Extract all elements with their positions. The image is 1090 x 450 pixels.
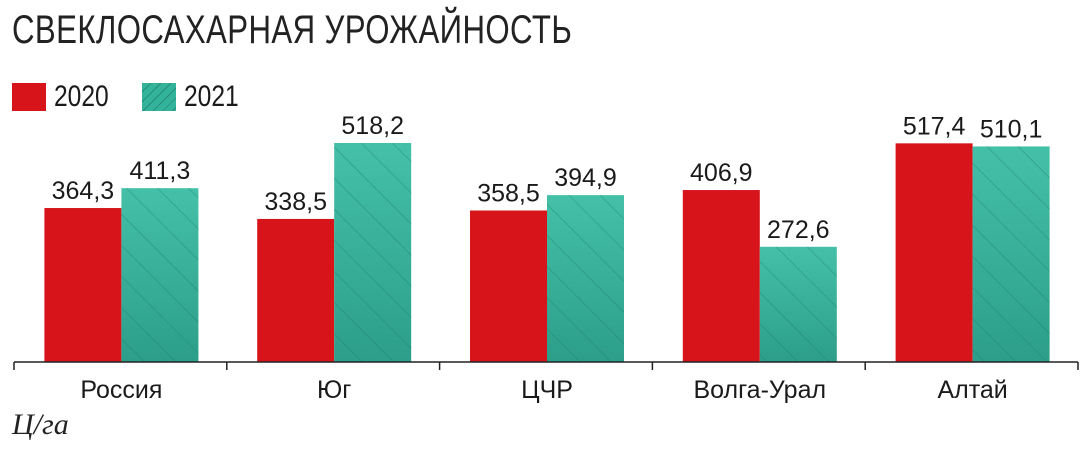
data-label-2021-1: 411,3 (130, 157, 191, 185)
data-label-2020-1: 364,3 (52, 177, 115, 205)
legend-swatch-2021 (142, 83, 176, 111)
category-label-4: Волга-Урал (694, 376, 827, 404)
data-label-2020-5: 517,4 (903, 112, 966, 140)
bar-2020-4 (682, 190, 760, 362)
category-label-5: Алтай (937, 376, 1007, 404)
data-label-2021-5: 510,1 (980, 115, 1043, 143)
category-label-1: Россия (80, 376, 162, 404)
data-label-2020-3: 358,5 (477, 179, 540, 207)
bar-hatch-2021-1 (121, 188, 199, 362)
bar-2020-5 (895, 143, 973, 362)
category-label-2: Юг (317, 376, 351, 404)
legend-item-2021: 2021 (142, 80, 251, 113)
bar-2020-1 (44, 208, 122, 362)
category-label-3: ЦЧР (521, 376, 573, 404)
data-label-2021-3: 394,9 (554, 164, 617, 192)
chart-title: СВЕКЛОСАХАРНАЯ УРОЖАЙНОСТЬ (12, 8, 573, 52)
data-label-2020-4: 406,9 (690, 159, 753, 187)
bar-2020-3 (470, 210, 547, 362)
bar-hatch-2021-2 (334, 143, 412, 362)
legend-item-2020: 2020 (12, 80, 121, 113)
bar-hatch-2021-5 (972, 146, 1050, 362)
bar-2020-2 (257, 218, 335, 362)
data-label-2021-4: 272,6 (767, 216, 830, 244)
bar-hatch-2021-4 (759, 246, 837, 362)
legend-label-2020: 2020 (54, 80, 109, 113)
unit-label: Ц/га (12, 408, 69, 441)
data-label-2020-2: 338,5 (264, 188, 327, 216)
bar-hatch-2021-3 (547, 195, 624, 362)
data-label-2021-2: 518,2 (341, 112, 404, 140)
legend-swatch-2020 (12, 83, 46, 111)
legend-label-2021: 2021 (184, 80, 239, 113)
